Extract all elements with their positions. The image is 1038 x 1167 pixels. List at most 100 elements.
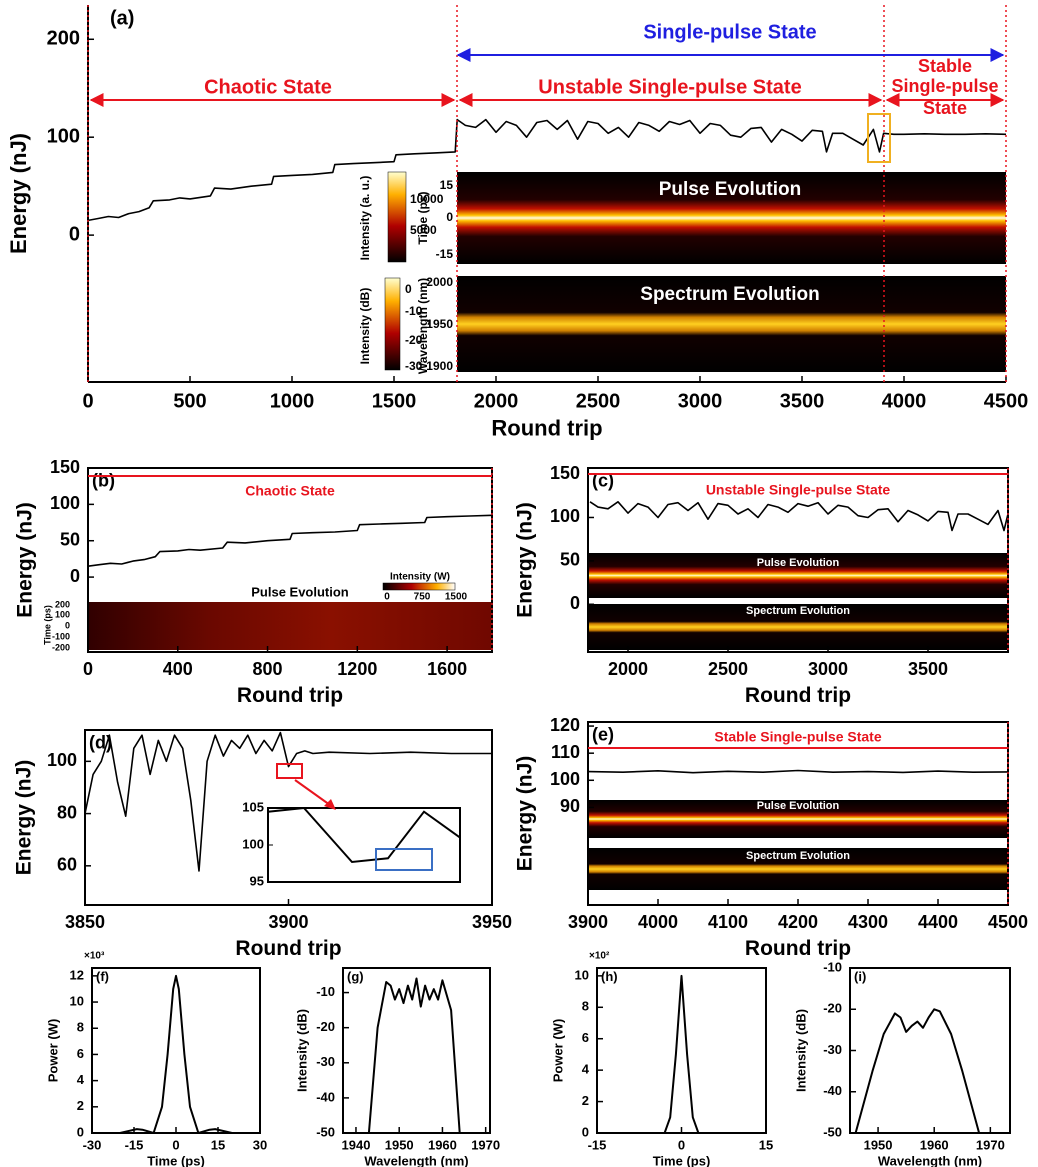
y-tick-label: 0 xyxy=(69,223,80,245)
x-tick-label: 1950 xyxy=(385,1137,414,1152)
side-axis-tick-label: 1900 xyxy=(426,359,453,373)
x-tick-label: 0 xyxy=(83,659,93,679)
side-axis-tick-label: 100 xyxy=(55,609,70,619)
side-axis-label: Intensity (W) xyxy=(390,572,450,583)
side-axis-tick-label: 200 xyxy=(55,599,70,609)
x-tick-label: 0 xyxy=(678,1137,685,1152)
x-tick-label: 3500 xyxy=(908,659,948,679)
heatmap xyxy=(88,602,492,650)
y-tick-label: 100 xyxy=(550,769,580,789)
y-tick-label: 12 xyxy=(70,967,84,982)
heatmap xyxy=(457,172,1006,264)
arrow-head xyxy=(324,799,336,810)
y-tick-label: -30 xyxy=(823,1042,842,1057)
panel-label: (a) xyxy=(110,7,134,29)
x-tick-label: 15 xyxy=(211,1137,225,1152)
x-tick-label: 800 xyxy=(253,659,283,679)
x-tick-label: 0 xyxy=(82,390,93,412)
panel-label: (f) xyxy=(96,969,109,984)
y-axis-title: Power (W) xyxy=(550,1019,565,1083)
side-axis-tick-label: 0 xyxy=(446,210,453,224)
x-tick-label: 1960 xyxy=(920,1137,949,1152)
annotation: Stable xyxy=(918,56,972,76)
annotation: Unstable Single-pulse State xyxy=(706,482,891,498)
annotation: Chaotic State xyxy=(245,483,335,499)
x-axis-title: Round trip xyxy=(235,937,341,960)
x-axis-title: Round trip xyxy=(745,937,851,960)
x-tick-label: 30 xyxy=(253,1137,267,1152)
axes-frame xyxy=(91,967,261,1134)
heatmap xyxy=(457,276,1006,372)
y-tick-label: 6 xyxy=(77,1046,84,1061)
data-line xyxy=(92,974,260,1133)
heatmap xyxy=(588,553,1008,598)
inset-tick-label: 100 xyxy=(242,836,264,851)
colorbar xyxy=(382,582,456,591)
x-tick-label: 400 xyxy=(163,659,193,679)
annotation: Pulse Evolution xyxy=(757,557,840,569)
y-tick-label: 6 xyxy=(582,1030,589,1045)
inset-line xyxy=(267,806,461,864)
side-axis-tick-label: -10 xyxy=(405,304,423,318)
heatmap xyxy=(588,800,1008,838)
y-tick-label: 200 xyxy=(47,28,80,50)
side-axis-label: Wavelength (nm) xyxy=(416,278,430,374)
y-tick-label: 2 xyxy=(582,1093,589,1108)
y-tick-label: -40 xyxy=(316,1089,335,1104)
highlight-box xyxy=(375,848,433,871)
y-tick-label: -30 xyxy=(316,1054,335,1069)
y-tick-label: 150 xyxy=(50,457,80,477)
data-line xyxy=(588,769,1008,774)
x-axis-title: Wavelength (nm) xyxy=(878,1154,982,1167)
side-axis-label: Intensity (a. u.) xyxy=(358,176,372,261)
y-tick-label: -50 xyxy=(823,1124,842,1139)
data-line xyxy=(367,977,461,1133)
colorbar xyxy=(384,277,401,371)
y-tick-label: -10 xyxy=(823,959,842,974)
x-axis-title: Time (ps) xyxy=(653,1154,711,1167)
y-tick-label: 50 xyxy=(560,550,580,570)
axes-frame xyxy=(849,967,1011,1134)
x-tick-label: 3500 xyxy=(780,390,825,412)
x-axis-title: Round trip xyxy=(745,684,851,707)
x-axis-title: Round trip xyxy=(237,684,343,707)
y-tick-label: 0 xyxy=(582,1124,589,1139)
y-axis-title: Energy (nJ) xyxy=(13,760,36,876)
panel-label: (h) xyxy=(601,969,618,984)
x-tick-label: 1960 xyxy=(428,1137,457,1152)
panel-label: (g) xyxy=(347,969,364,984)
annotation: Chaotic State xyxy=(204,76,332,98)
axis-multiplier: ×10³ xyxy=(84,951,105,962)
side-axis-tick-label: 0 xyxy=(384,592,390,603)
data-line xyxy=(85,731,492,872)
x-tick-label: 1970 xyxy=(976,1137,1005,1152)
x-tick-label: 4400 xyxy=(918,912,958,932)
x-tick-label: 3950 xyxy=(472,912,512,932)
annotation: Spectrum Evolution xyxy=(746,605,850,617)
side-axis-tick-label: 750 xyxy=(414,592,431,603)
x-tick-label: 3900 xyxy=(568,912,608,932)
x-tick-label: 1000 xyxy=(270,390,315,412)
panel-label: (d) xyxy=(89,732,112,752)
annotation: Stable Single-pulse State xyxy=(714,729,881,745)
x-tick-label: 2000 xyxy=(474,390,519,412)
heatmap xyxy=(588,604,1008,650)
x-tick-label: 3000 xyxy=(678,390,723,412)
side-axis-tick-label: 2000 xyxy=(426,275,453,289)
x-axis-title: Time (ps) xyxy=(147,1154,205,1167)
highlight-box xyxy=(867,113,891,163)
y-tick-label: 120 xyxy=(550,715,580,735)
y-axis-title: Intensity (dB) xyxy=(294,1009,309,1092)
annotation: Spectrum Evolution xyxy=(640,284,819,305)
x-tick-label: 3850 xyxy=(65,912,105,932)
y-tick-label: 4 xyxy=(77,1072,85,1087)
y-tick-label: 8 xyxy=(77,1020,84,1035)
y-tick-label: 100 xyxy=(47,750,77,770)
side-axis-label: Time (ps) xyxy=(416,191,430,244)
x-tick-label: 2500 xyxy=(708,659,748,679)
y-axis-title: Energy (nJ) xyxy=(6,133,31,254)
x-tick-label: 3900 xyxy=(268,912,308,932)
axes-frame xyxy=(342,967,491,1134)
side-axis-tick-label: -200 xyxy=(52,642,70,652)
